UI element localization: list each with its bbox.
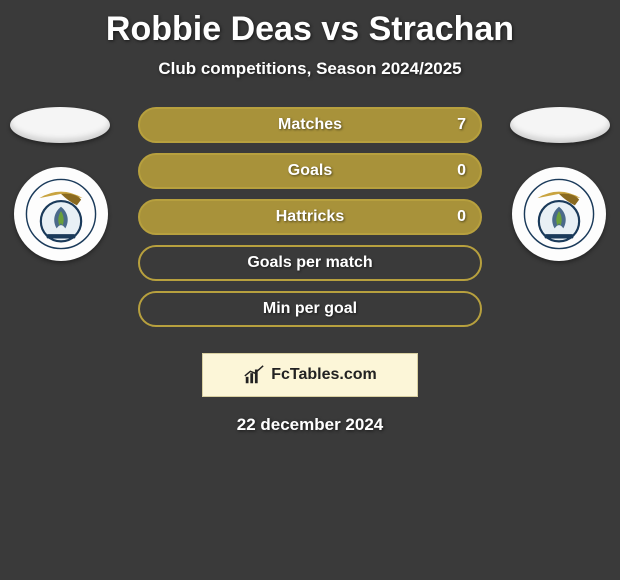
stat-label: Matches: [278, 116, 342, 133]
stat-label: Hattricks: [276, 208, 344, 225]
stat-label: Min per goal: [263, 300, 357, 317]
stat-value-right: 0: [457, 201, 466, 233]
crest-icon: [25, 178, 97, 250]
page-title: Robbie Deas vs Strachan: [0, 0, 620, 49]
stat-bar-goals: Goals 0: [138, 153, 482, 189]
chart-icon: [243, 364, 265, 386]
date-text: 22 december 2024: [0, 415, 620, 435]
watermark-text: FcTables.com: [271, 366, 377, 384]
compare-panel: Matches 7 Goals 0 Hattricks 0 Goals per …: [0, 107, 620, 337]
subtitle: Club competitions, Season 2024/2025: [0, 59, 620, 79]
watermark: FcTables.com: [202, 353, 418, 397]
crest-icon: [523, 178, 595, 250]
stat-bar-min-per-goal: Min per goal: [138, 291, 482, 327]
player-right-photo: [510, 107, 610, 143]
stats-bars: Matches 7 Goals 0 Hattricks 0 Goals per …: [138, 107, 482, 337]
stat-label: Goals: [288, 162, 332, 179]
team-left-crest: [14, 167, 108, 261]
stat-bar-goals-per-match: Goals per match: [138, 245, 482, 281]
stat-bar-hattricks: Hattricks 0: [138, 199, 482, 235]
stat-bar-matches: Matches 7: [138, 107, 482, 143]
stat-value-right: 7: [457, 109, 466, 141]
stat-value-right: 0: [457, 155, 466, 187]
player-left-photo: [10, 107, 110, 143]
team-right-crest: [512, 167, 606, 261]
stat-label: Goals per match: [247, 254, 372, 271]
